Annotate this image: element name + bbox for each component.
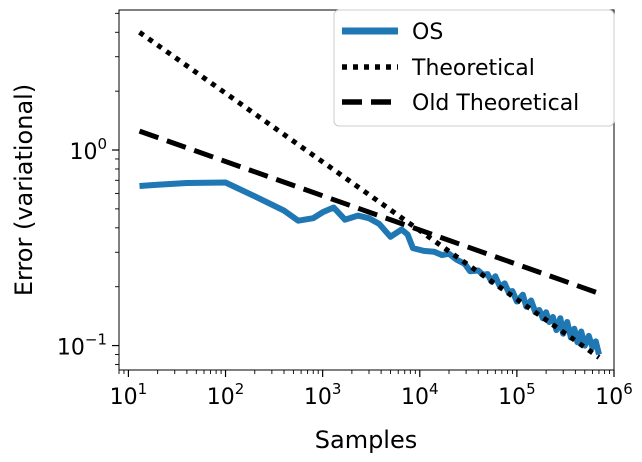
y-tick-label: 10−1 (57, 331, 107, 361)
x-tick-label: 103 (304, 380, 342, 410)
legend-label-os: OS (412, 20, 443, 45)
legend-box (333, 9, 615, 127)
x-tick-label: 101 (110, 380, 148, 410)
x-axis-title: Samples (315, 426, 418, 454)
x-tick-label: 104 (401, 380, 439, 410)
x-axis-ticks: 101 102 103 104 105 106 (110, 370, 633, 410)
y-axis-ticks: 10−1 100 (57, 12, 119, 365)
legend-label-old-theoretical: Old Theoretical (412, 91, 579, 116)
y-tick-label: 100 (69, 135, 107, 165)
x-tick-label: 106 (595, 380, 633, 410)
series-layer (138, 30, 602, 360)
legend-label-theoretical: Theoretical (411, 56, 535, 81)
series-line-old-theoretical (138, 128, 600, 296)
legend: OS Theoretical Old Theoretical (333, 9, 615, 127)
x-tick-label: 105 (498, 380, 536, 410)
y-axis-title: Error (variational) (10, 84, 38, 296)
x-tick-label: 102 (207, 380, 245, 410)
